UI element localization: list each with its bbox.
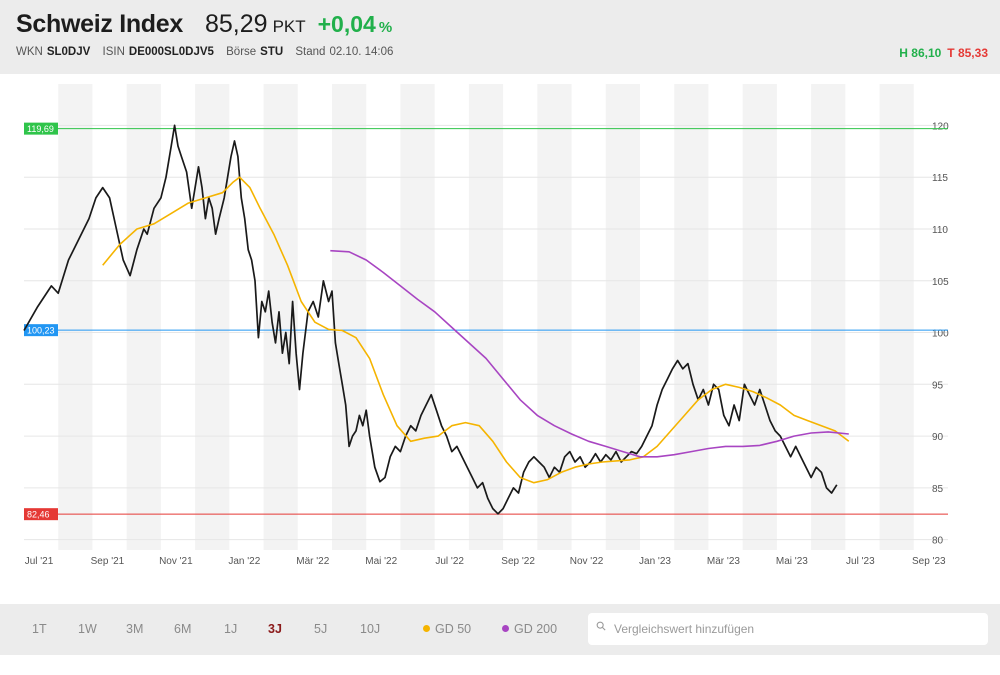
range-button-5j[interactable]: 5J xyxy=(314,622,328,636)
range-button-1w[interactable]: 1W xyxy=(78,622,97,636)
wkn-value: SL0DJV xyxy=(46,46,91,58)
month-band xyxy=(332,84,367,550)
y-tick-label: 80 xyxy=(932,536,944,547)
isin-value: DE000SL0DJV5 xyxy=(128,46,214,58)
x-tick-label: Mär '23 xyxy=(707,556,740,567)
month-band xyxy=(742,84,777,550)
reference-label: 119,69 xyxy=(27,124,54,134)
range-button-3j[interactable]: 3J xyxy=(268,622,282,636)
y-tick-label: 110 xyxy=(932,225,948,236)
month-band xyxy=(468,84,504,550)
x-tick-label: Sep '22 xyxy=(501,556,535,567)
range-button-3m[interactable]: 3M xyxy=(126,622,144,636)
reference-label: 82,46 xyxy=(27,510,50,520)
legend-label: GD 50 xyxy=(435,622,472,636)
exchange-value: STU xyxy=(260,46,284,58)
x-tick-label: Mai '22 xyxy=(365,556,397,567)
legend-label: GD 200 xyxy=(514,622,558,636)
month-band xyxy=(605,84,640,550)
y-tick-label: 95 xyxy=(932,380,944,391)
x-tick-label: Jan '23 xyxy=(639,556,671,567)
price-change-unit: % xyxy=(378,19,393,36)
chart-svg[interactable]: 80 85 90 95 100 105 110 115 120 Jul '21 Sep '21 Nov… xyxy=(0,74,1000,604)
price-chart[interactable]: 80 85 90 95 100 105 110 115 120 Jul '21 Sep '21 Nov… xyxy=(0,74,1000,604)
high-low: H 86,10 T 85,33 xyxy=(899,46,988,60)
x-tick-label: Jul '23 xyxy=(846,556,875,567)
month-band xyxy=(58,84,93,550)
x-tick-label: Mär '22 xyxy=(296,556,329,567)
x-tick-label: Mai '23 xyxy=(776,556,808,567)
gd200-series-line xyxy=(330,249,849,458)
legend-dot xyxy=(423,625,430,632)
month-band xyxy=(674,84,709,550)
legend-item-gd-200[interactable]: GD 200 xyxy=(502,622,557,636)
current-price: 85,29 xyxy=(205,10,268,38)
reference-label-box xyxy=(24,324,58,337)
y-tick-label: 115 xyxy=(932,173,948,184)
y-tick-label: 100 xyxy=(932,329,949,340)
instrument-meta: WKN SL0DJV ISIN DE000SL0DJV5 Börse STU Stan… xyxy=(16,46,393,58)
title-row: Schweiz Index 85,29 PKT +0,04 % xyxy=(16,10,392,39)
compare-search[interactable] xyxy=(588,613,988,645)
reference-label-box xyxy=(24,122,58,135)
reference-label-box xyxy=(24,508,58,521)
price-change: +0,04 xyxy=(317,11,376,37)
x-tick-label: Jul '22 xyxy=(435,556,464,567)
month-band xyxy=(400,84,435,550)
day-low: T 85,33 xyxy=(947,46,988,60)
month-band xyxy=(811,84,846,550)
isin-label: ISIN xyxy=(102,46,125,58)
x-tick-label: Sep '23 xyxy=(912,556,946,567)
chart-controls: 1T 1W 3M 6M 1J 3J 5J 10J GD 50 GD 200 xyxy=(0,604,1000,655)
legend-dot xyxy=(502,625,509,632)
month-band xyxy=(263,84,298,550)
x-tick-label: Nov '22 xyxy=(570,556,604,567)
x-tick-label: Nov '21 xyxy=(159,556,193,567)
stand-value: 02.10. 14:06 xyxy=(329,46,394,58)
quote-header: Schweiz Index 85,29 PKT +0,04 % WKN SL0DJ… xyxy=(0,0,1000,74)
gd50-series-line xyxy=(102,176,850,484)
month-band xyxy=(537,84,572,550)
stand-label: Stand xyxy=(295,46,326,58)
x-tick-label: Jan '22 xyxy=(228,556,260,567)
instrument-title: Schweiz Index xyxy=(16,10,183,38)
y-tick-label: 120 xyxy=(932,121,949,132)
range-button-1t[interactable]: 1T xyxy=(32,622,47,636)
legend-item-gd-50[interactable]: GD 50 xyxy=(423,622,471,636)
exchange-label: Börse xyxy=(226,46,257,58)
month-band xyxy=(195,84,230,550)
y-tick-label: 105 xyxy=(932,277,949,288)
x-tick-label: Jul '21 xyxy=(25,556,54,567)
compare-search-input[interactable] xyxy=(614,613,974,645)
month-band xyxy=(126,84,161,550)
wkn-label: WKN xyxy=(16,46,43,58)
x-tick-label: Sep '21 xyxy=(91,556,125,567)
range-button-1j[interactable]: 1J xyxy=(224,622,238,636)
price-unit: PKT xyxy=(272,17,306,36)
y-tick-label: 90 xyxy=(932,432,944,443)
range-button-6m[interactable]: 6M xyxy=(174,622,192,636)
range-button-10j[interactable]: 10J xyxy=(360,622,381,636)
search-icon xyxy=(596,621,606,631)
y-tick-label: 85 xyxy=(932,484,944,495)
month-band xyxy=(879,84,914,550)
day-high: H 86,10 xyxy=(899,46,942,60)
reference-label: 100,23 xyxy=(27,326,55,336)
